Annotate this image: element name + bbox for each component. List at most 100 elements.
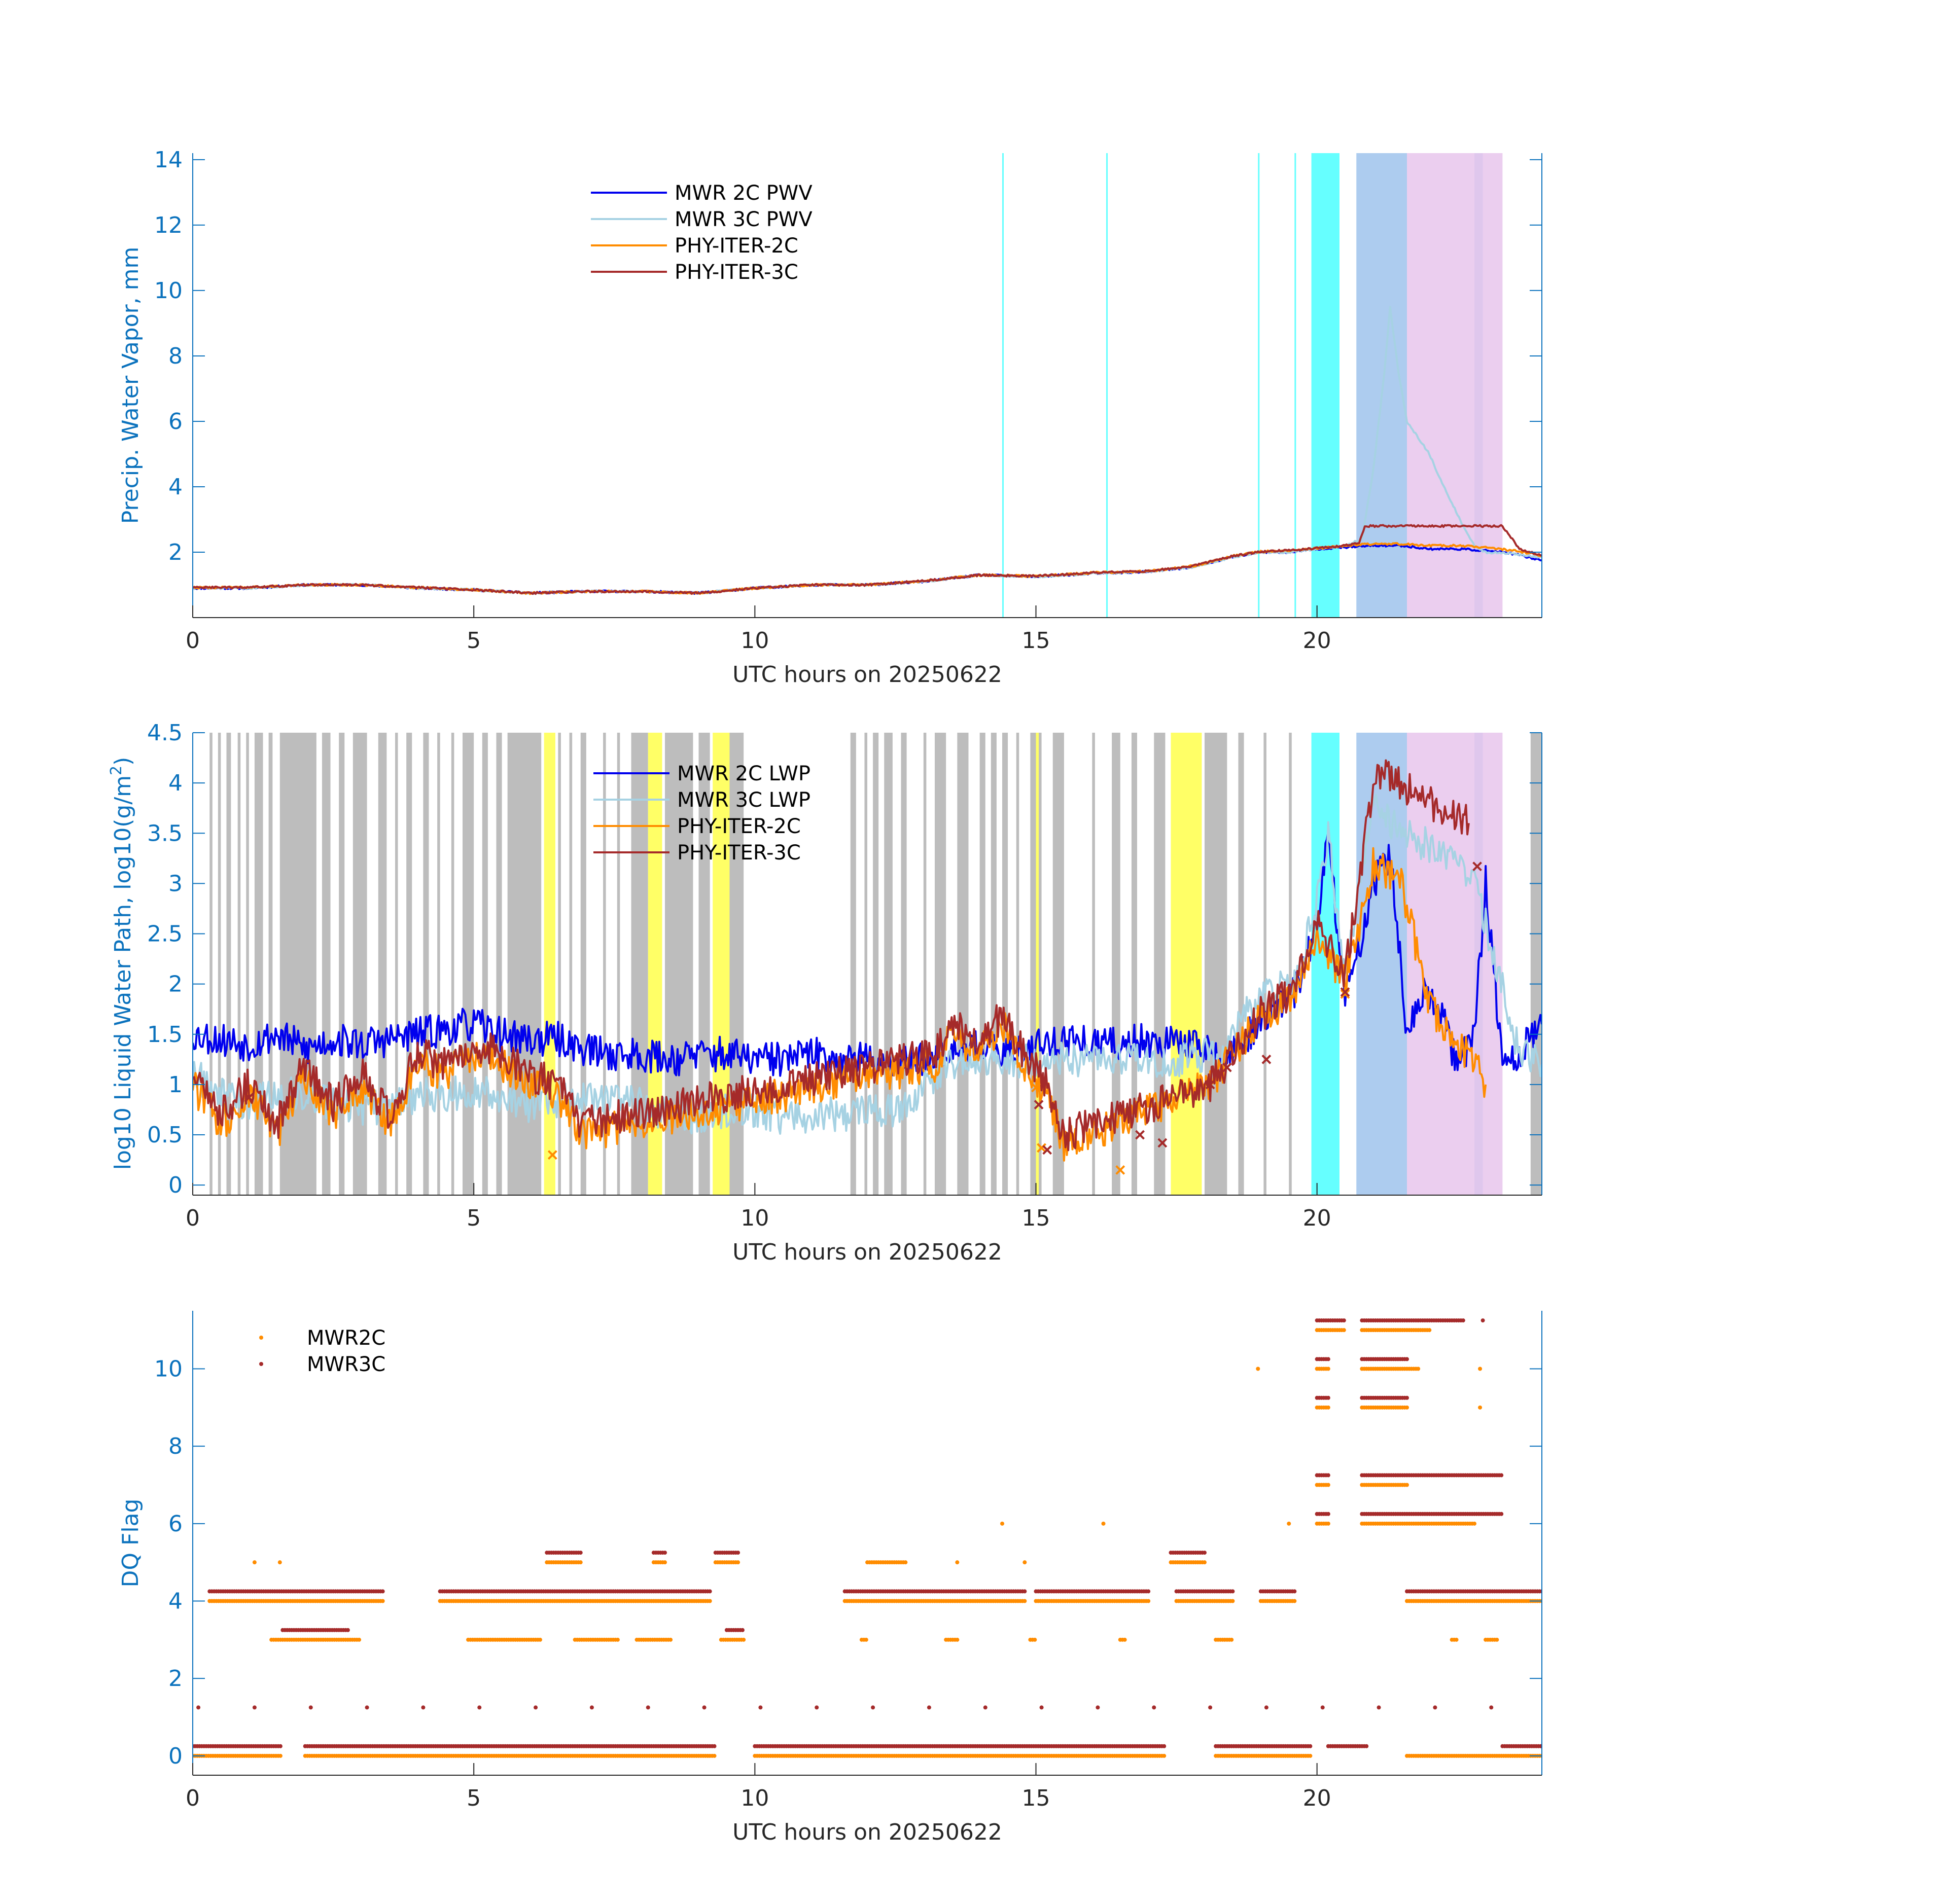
shaded-span-gray — [406, 733, 412, 1195]
y-tick-label: 1 — [168, 1072, 183, 1098]
dq-y-axis-label: DQ Flag — [118, 1499, 144, 1588]
shaded-span-cyan — [1294, 153, 1296, 618]
dq-point — [927, 1705, 931, 1710]
x-marker — [1472, 861, 1482, 872]
dq-point — [1326, 1405, 1330, 1410]
lwp-x-axis-label: UTC hours on 20250622 — [732, 1239, 1002, 1265]
dq-point — [1096, 1705, 1100, 1710]
x-marker — [1222, 1062, 1232, 1072]
x-marker — [244, 1093, 254, 1103]
shaded-span-gray — [482, 733, 488, 1195]
lwp-markers — [244, 861, 1482, 1175]
legend-label: MWR 2C LWP — [677, 762, 810, 785]
dq-point — [1000, 1521, 1004, 1526]
dq-y-ticks: 0 2 4 6 8 10 — [154, 1356, 1542, 1769]
shaded-span-gray — [451, 733, 454, 1195]
dq-point — [708, 1589, 712, 1594]
shaded-span-gray — [1092, 733, 1095, 1195]
y-tick-label: 6 — [168, 1511, 183, 1537]
shaded-span-gray — [617, 733, 620, 1195]
lwp-series — [193, 759, 1542, 1162]
dq-point — [1033, 1637, 1037, 1642]
x-marker-stroke — [1031, 1083, 1041, 1093]
shaded-span-gray — [1289, 733, 1292, 1195]
shaded-span-gray — [957, 733, 969, 1195]
dq-point — [1230, 1589, 1235, 1594]
shaded-span-gray — [1002, 733, 1008, 1195]
x-tick-label: 10 — [740, 628, 769, 654]
dq-point — [1495, 1637, 1499, 1642]
dq-point — [1377, 1705, 1381, 1710]
dq-point — [1162, 1753, 1167, 1758]
x-marker-stroke — [244, 1093, 254, 1103]
dq-point — [1146, 1589, 1151, 1594]
x-marker — [1340, 987, 1350, 997]
dq-point — [1326, 1521, 1330, 1526]
dq-point — [740, 1628, 745, 1632]
y-tick-label: 8 — [168, 1433, 183, 1459]
dq-point — [538, 1637, 542, 1642]
dq-point — [1538, 1744, 1542, 1748]
y-tick-label: 3.5 — [147, 820, 183, 846]
pwv-y-ticks: 2 4 6 8 10 12 14 — [154, 147, 1542, 565]
shaded-span-yellow — [1171, 733, 1202, 1195]
dq-point — [1101, 1521, 1106, 1526]
dq-point — [1256, 1367, 1260, 1371]
pwv-shading — [1002, 153, 1503, 618]
dq-point — [1405, 1483, 1409, 1487]
x-tick-label: 5 — [467, 1785, 481, 1811]
dq-point — [615, 1637, 620, 1642]
dq-point — [702, 1705, 707, 1710]
legend-label: PHY-ITER-2C — [677, 815, 801, 838]
legend-marker — [259, 1362, 263, 1366]
shaded-span-gray — [463, 733, 474, 1195]
dq-point — [278, 1744, 283, 1748]
shaded-span-cyan — [1002, 153, 1004, 618]
y-tick-label: 2 — [168, 972, 183, 997]
shaded-span-gray — [864, 733, 867, 1195]
x-marker — [1205, 1080, 1215, 1090]
dq-point — [1326, 1483, 1330, 1487]
dq-point — [578, 1551, 583, 1555]
dq-point — [1499, 1512, 1504, 1516]
shaded-span-gray — [1052, 733, 1064, 1195]
dq-point — [736, 1551, 740, 1555]
x-marker-stroke — [1037, 1143, 1046, 1153]
y-tick-label: 0 — [168, 1743, 183, 1769]
shaded-span-gray — [1131, 733, 1137, 1195]
dq-point — [477, 1705, 482, 1710]
x-marker-stroke — [1340, 989, 1350, 999]
x-tick-label: 10 — [740, 1205, 769, 1231]
x-marker — [1034, 1100, 1044, 1109]
x-tick-label: 0 — [186, 628, 200, 654]
dq-point — [1489, 1705, 1494, 1710]
dq-point — [589, 1705, 594, 1710]
dq-point — [1203, 1551, 1207, 1555]
y-tick-label: 6 — [168, 409, 183, 435]
shaded-span-gray — [603, 733, 606, 1195]
dq-points — [193, 1318, 1542, 1758]
dq-point — [1364, 1744, 1369, 1748]
x-tick-label: 0 — [186, 1205, 200, 1231]
pwv-x-ticks: 0 5 10 15 20 — [186, 605, 1331, 654]
x-marker — [1115, 1165, 1125, 1175]
x-marker-stroke — [1157, 1138, 1168, 1148]
dq-point — [380, 1589, 385, 1594]
legend-label: MWR 3C LWP — [677, 788, 810, 812]
y-tick-label: 12 — [154, 212, 183, 238]
dq-point — [1308, 1744, 1313, 1748]
x-tick-label: 20 — [1303, 1205, 1331, 1231]
dq-point — [1230, 1599, 1235, 1603]
dq-point — [1405, 1395, 1409, 1400]
shaded-span-cyan — [1106, 153, 1108, 618]
shaded-span-gray — [246, 733, 249, 1195]
shaded-span-gray — [991, 733, 997, 1195]
legend-label: PHY-ITER-3C — [677, 841, 801, 865]
dq-point — [380, 1599, 385, 1603]
shaded-span-gray — [496, 733, 502, 1195]
dq-point — [1427, 1328, 1432, 1333]
shaded-span-gray — [507, 733, 542, 1195]
y-tick-label: 2 — [168, 540, 183, 565]
shaded-span-gray — [423, 733, 429, 1195]
x-marker — [547, 1150, 557, 1160]
